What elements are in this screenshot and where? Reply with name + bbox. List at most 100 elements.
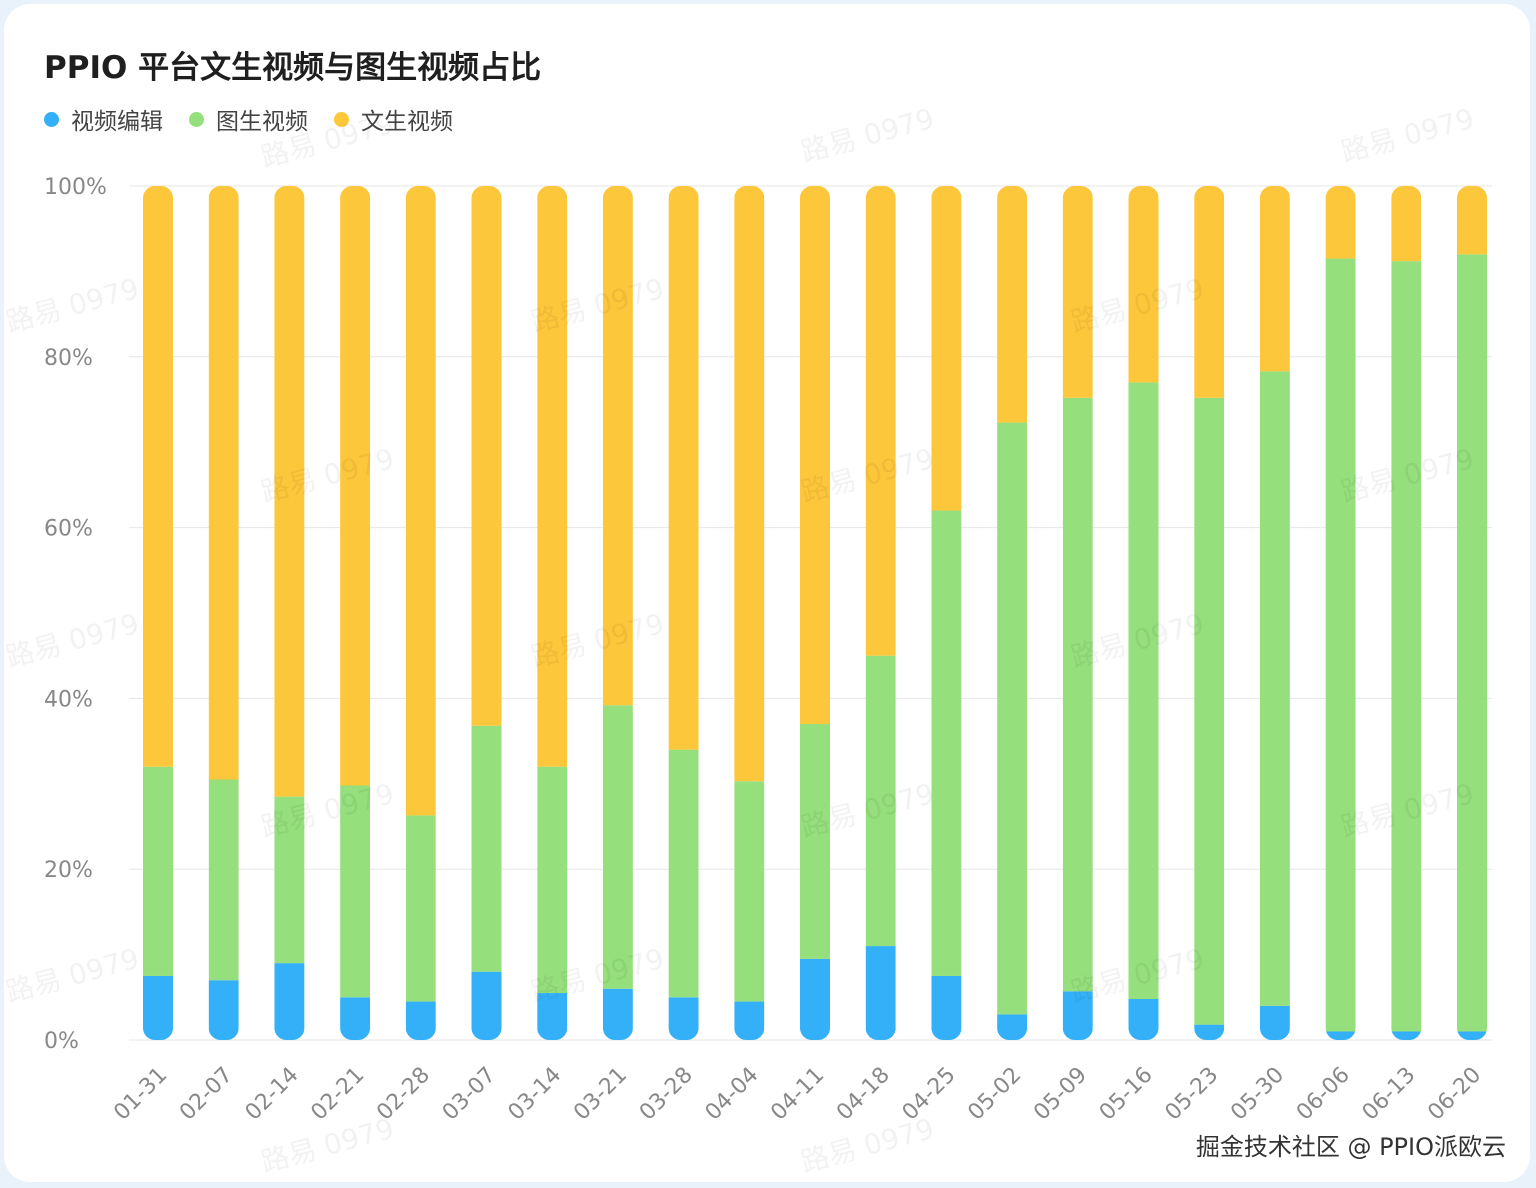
bar-stack — [1194, 186, 1225, 1040]
bar-segment-video-edit — [931, 975, 962, 1040]
bar-segment-video-edit — [274, 963, 305, 1040]
bar-segment-video-edit — [1457, 1031, 1487, 1040]
bar-segment-video-edit — [537, 993, 568, 1040]
x-tick-label: 02-07 — [175, 1063, 238, 1126]
bar-segment-video-edit — [208, 980, 239, 1040]
bar-segment-image-to-video — [274, 796, 305, 964]
x-tick-label: 06-20 — [1423, 1063, 1486, 1126]
x-tick-label: 05-02 — [963, 1063, 1026, 1126]
x-tick-label: 05-16 — [1095, 1063, 1158, 1126]
bar-segment-text-to-video — [931, 186, 962, 511]
bar-segment-image-to-video — [1259, 371, 1290, 1006]
bar-segment-video-edit — [340, 997, 371, 1040]
bar-segment-image-to-video — [931, 510, 962, 976]
bar-segment-image-to-video — [997, 422, 1028, 1015]
x-tick-label: 05-23 — [1161, 1063, 1224, 1126]
bar-segment-text-to-video — [1457, 186, 1487, 255]
bar-segment-image-to-video — [405, 815, 436, 1002]
bar-segment-image-to-video — [340, 785, 371, 998]
x-tick-label: 04-04 — [701, 1063, 764, 1126]
bar-segment-video-edit — [1259, 1005, 1290, 1040]
x-tick-label: 06-13 — [1358, 1063, 1421, 1126]
bar-stack — [537, 186, 568, 1040]
bar-segment-image-to-video — [734, 781, 765, 1002]
y-tick-label: 0% — [44, 1029, 79, 1054]
bar-segment-text-to-video — [143, 186, 173, 767]
y-tick-label: 100% — [44, 175, 107, 200]
bar-segment-video-edit — [734, 1001, 765, 1040]
bar-segment-video-edit — [1325, 1031, 1356, 1040]
legend-swatch-image-to-video — [189, 111, 204, 127]
x-tick-label: 02-21 — [306, 1063, 369, 1126]
bar-segment-image-to-video — [865, 655, 896, 947]
x-tick-label: 03-07 — [438, 1063, 501, 1126]
x-tick-label: 04-18 — [832, 1063, 895, 1126]
bar-stack — [1391, 186, 1422, 1040]
x-tick-label: 05-09 — [1029, 1063, 1092, 1126]
legend-item-video-edit[interactable]: 视频编辑 — [44, 102, 163, 136]
bar-segment-image-to-video — [1457, 254, 1487, 1032]
legend-item-image-to-video[interactable]: 图生视频 — [189, 102, 308, 136]
bar-segment-video-edit — [143, 975, 173, 1040]
stacked-bar-chart: 0% 20% 40% 60% 80% 100% 01-31 02-07 02-14 02-21 02… — [44, 175, 1492, 1126]
bar-segment-text-to-video — [668, 186, 699, 750]
bar-segment-image-to-video — [1325, 258, 1356, 1032]
bar-stack — [734, 186, 765, 1040]
legend-item-text-to-video[interactable]: 文生视频 — [334, 102, 453, 136]
legend-swatch-video-edit — [44, 111, 59, 127]
bar-segment-video-edit — [1194, 1024, 1225, 1040]
bar-segment-text-to-video — [800, 186, 830, 725]
x-tick-label: 02-28 — [372, 1063, 435, 1126]
bar-segment-text-to-video — [997, 186, 1028, 423]
chart-title: PPIO 平台文生视频与图生视频占比 — [44, 50, 542, 86]
chart-legend: 视频编辑 图生视频 文生视频 — [44, 102, 479, 136]
bar-stack — [865, 186, 896, 1040]
bar-segment-text-to-video — [1194, 186, 1225, 398]
bar-segment-text-to-video — [1128, 186, 1159, 383]
bar-segment-text-to-video — [405, 186, 436, 816]
bar-stack — [931, 186, 962, 1040]
bar-stack — [1325, 186, 1356, 1040]
bar-stack — [1062, 186, 1093, 1040]
bar-segment-image-to-video — [1194, 397, 1225, 1025]
bar-segment-text-to-video — [274, 186, 305, 797]
bar-segment-image-to-video — [471, 725, 502, 972]
bar-segment-image-to-video — [208, 779, 239, 981]
bar-stack — [1259, 186, 1290, 1040]
bar-segment-image-to-video — [1128, 382, 1159, 1000]
y-tick-label: 40% — [44, 687, 93, 712]
bar-segment-image-to-video — [537, 766, 568, 994]
bar-stack — [471, 186, 502, 1040]
bar-segment-video-edit — [800, 958, 830, 1040]
bar-stack — [602, 186, 633, 1040]
y-tick-label: 80% — [44, 346, 93, 371]
bar-segment-text-to-video — [1391, 186, 1422, 262]
bar-segment-text-to-video — [1259, 186, 1290, 372]
bar-segment-video-edit — [1128, 999, 1159, 1040]
bar-segment-video-edit — [865, 946, 896, 1040]
bar-stack — [143, 186, 173, 1040]
x-tick-label: 03-21 — [569, 1063, 632, 1126]
x-tick-label: 04-11 — [766, 1063, 829, 1126]
bar-stack — [208, 186, 239, 1040]
legend-swatch-text-to-video — [334, 111, 349, 127]
legend-label-video-edit: 视频编辑 — [71, 109, 163, 135]
bar-segment-image-to-video — [1391, 261, 1422, 1032]
x-tick-label: 04-25 — [898, 1063, 961, 1126]
bar-segment-video-edit — [1062, 991, 1093, 1040]
x-tick-label: 03-14 — [504, 1063, 567, 1126]
bar-segment-text-to-video — [471, 186, 502, 726]
x-tick-label: 03-28 — [635, 1063, 698, 1126]
bar-segment-video-edit — [405, 1001, 436, 1040]
bar-stack — [800, 186, 830, 1040]
bar-stack — [274, 186, 305, 1040]
bar-segment-text-to-video — [734, 186, 765, 782]
bar-segment-video-edit — [668, 997, 699, 1040]
bar-stack — [340, 186, 371, 1040]
legend-label-text-to-video: 文生视频 — [361, 109, 453, 135]
bar-segment-text-to-video — [208, 186, 239, 780]
bar-stack — [1457, 186, 1487, 1040]
bar-segment-image-to-video — [1062, 397, 1093, 992]
bar-segment-image-to-video — [602, 705, 633, 989]
credit-text: 掘金技术社区 @ PPIO派欧云 — [1195, 1133, 1506, 1161]
